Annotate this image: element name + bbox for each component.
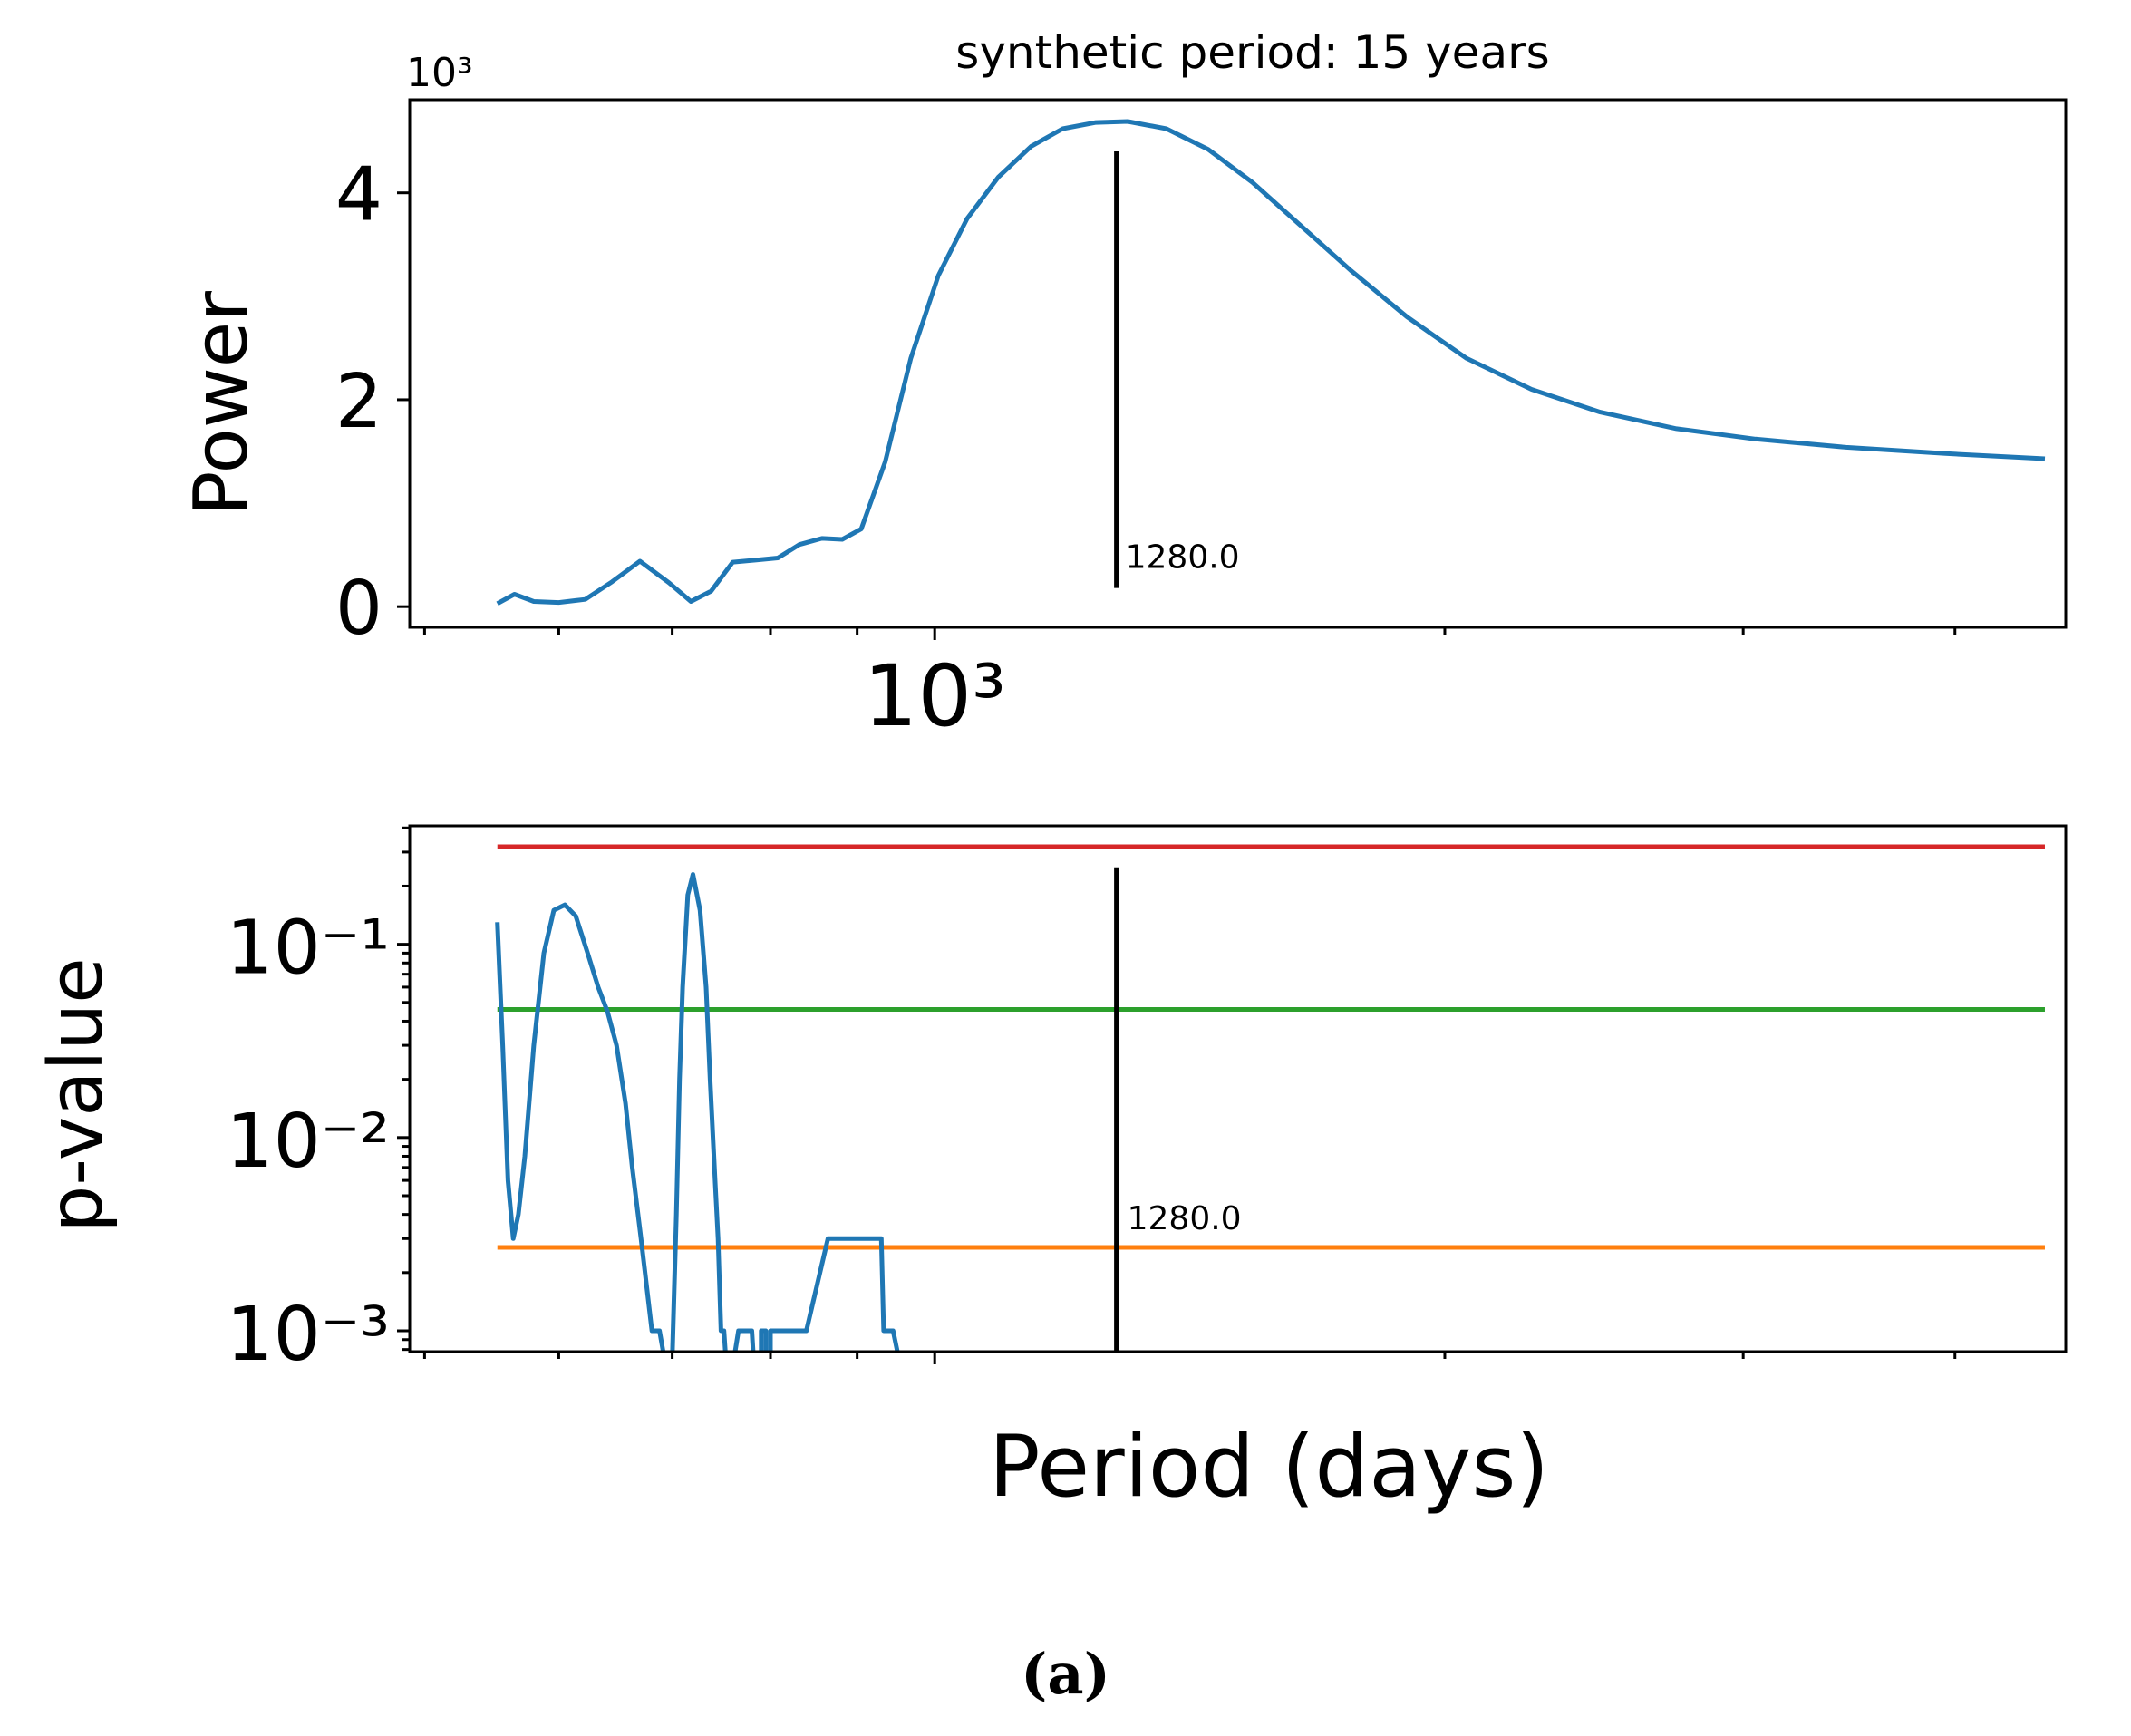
- power-ytick-label: 2: [335, 359, 383, 445]
- power-ylabel: Power: [179, 291, 265, 516]
- pvalue-plot-frame: [408, 824, 2068, 1353]
- figure-caption: (a): [1021, 1641, 1110, 1707]
- pvalue-panel: p-value Period (days) 10⁻¹ 10⁻² 10⁻³ 1280.…: [34, 824, 2068, 1517]
- power-series-line: [496, 119, 2046, 606]
- power-panel: synthetic period: 15 years 10³ Power 0 2 4…: [179, 26, 2068, 746]
- pvalue-ytick-label: 10⁻³: [227, 1292, 391, 1378]
- pvalue-series-line: [495, 872, 900, 1352]
- power-xtick-label: 10³: [864, 647, 1006, 746]
- pvalue-xticks: [422, 1352, 1957, 1364]
- power-ytick-label: 0: [335, 566, 383, 652]
- power-multiplier-label: 10³: [406, 50, 473, 96]
- power-period-marker-label: 1280.0: [1126, 539, 1240, 577]
- pvalue-yticks: 10⁻¹ 10⁻² 10⁻³: [227, 826, 410, 1378]
- pvalue-ytick-label: 10⁻²: [227, 1099, 391, 1185]
- power-plot-frame: [408, 98, 2068, 629]
- pvalue-period-marker-label: 1280.0: [1128, 1200, 1242, 1237]
- power-chart-title: synthetic period: 15 years: [955, 26, 1549, 79]
- pvalue-xlabel: Period (days): [989, 1418, 1549, 1517]
- power-ytick-label: 4: [335, 152, 383, 238]
- power-xticks: 10³: [422, 627, 1957, 746]
- power-yticks: 0 2 4: [335, 152, 410, 652]
- power-marks: 1280.0: [496, 119, 2046, 606]
- pvalue-ylabel: p-value: [34, 957, 120, 1232]
- pvalue-marks: 1280.0: [495, 844, 2045, 1352]
- pvalue-ytick-label: 10⁻¹: [227, 906, 391, 992]
